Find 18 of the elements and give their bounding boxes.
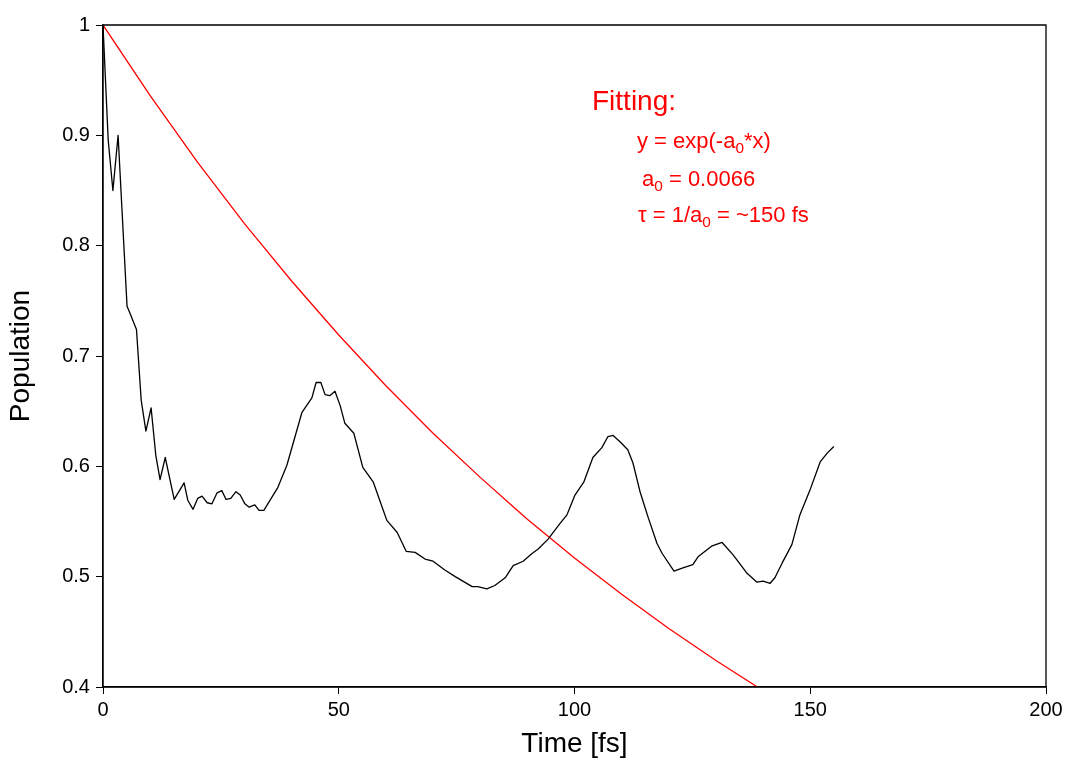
- x-tick-label: 200: [1029, 697, 1063, 720]
- annotation: a$_{0}$ = 0.0066: [642, 166, 756, 196]
- x-tick-label: 50: [327, 697, 350, 720]
- y-axis-title: Population: [3, 289, 35, 423]
- y-tick-label: 0.5: [62, 564, 90, 587]
- y-tick-label: 0.6: [62, 453, 90, 476]
- y-tick-label: 0.4: [62, 674, 90, 697]
- y-tick-label: 1: [78, 12, 90, 35]
- annotation: y = exp(-a$_{0}$*x): [637, 128, 771, 158]
- annotation: τ = 1/a$_{0}$ = ~150 fs: [638, 202, 809, 232]
- x-tick-label: 100: [557, 697, 592, 720]
- annotation: Fitting:: [592, 85, 677, 117]
- y-tick-label: 0.8: [62, 233, 90, 256]
- x-tick-label: 150: [793, 697, 827, 720]
- y-tick-label: 0.9: [62, 122, 90, 145]
- x-tick-label: 0: [97, 697, 109, 720]
- y-tick-label: 0.7: [62, 343, 90, 366]
- x-axis-title: Time [fs]: [521, 726, 628, 758]
